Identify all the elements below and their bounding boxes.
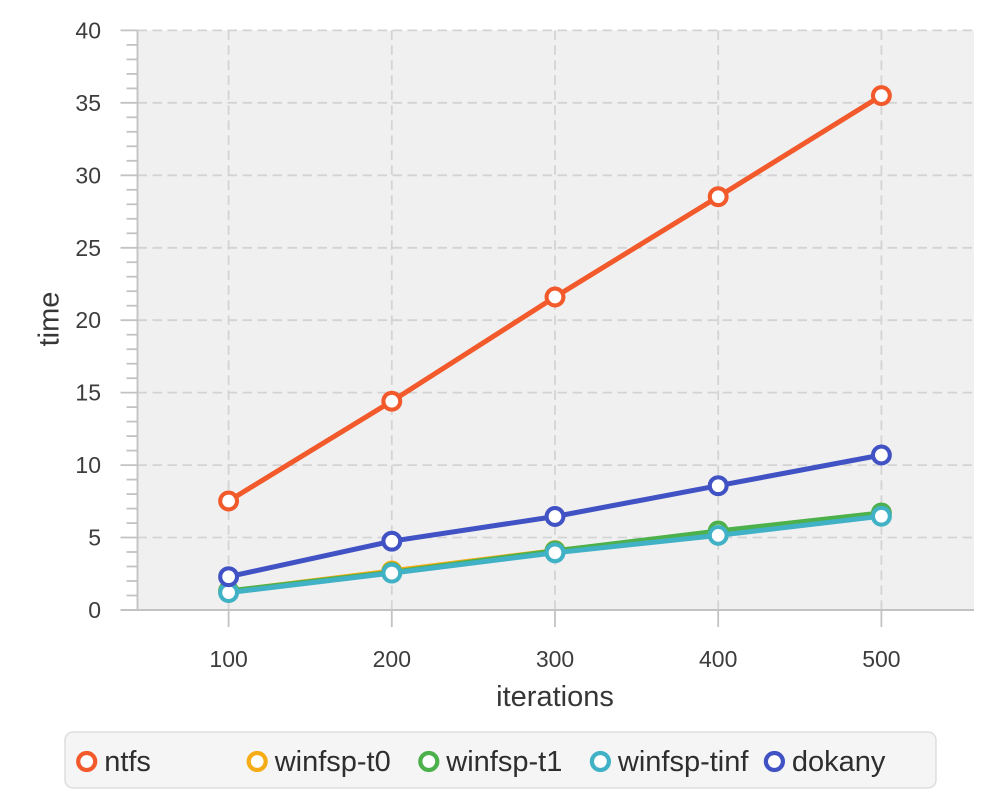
svg-text:400: 400	[699, 646, 737, 672]
svg-text:35: 35	[75, 90, 101, 116]
svg-text:ntfs: ntfs	[104, 746, 151, 778]
svg-text:winfsp-tinf: winfsp-tinf	[617, 746, 749, 778]
svg-text:winfsp-t0: winfsp-t0	[274, 746, 391, 778]
svg-text:0: 0	[88, 597, 101, 623]
svg-text:20: 20	[75, 307, 101, 333]
svg-text:200: 200	[373, 646, 411, 672]
svg-text:winfsp-t1: winfsp-t1	[445, 746, 562, 778]
svg-text:40: 40	[75, 17, 101, 43]
svg-text:300: 300	[536, 646, 574, 672]
svg-text:500: 500	[862, 646, 900, 672]
svg-text:100: 100	[209, 646, 247, 672]
svg-text:dokany: dokany	[792, 746, 886, 778]
svg-text:iterations: iterations	[496, 681, 614, 713]
svg-text:5: 5	[88, 525, 101, 551]
svg-text:10: 10	[75, 452, 101, 478]
svg-text:time: time	[34, 292, 66, 347]
svg-text:30: 30	[75, 162, 101, 188]
svg-text:25: 25	[75, 235, 101, 261]
svg-text:15: 15	[75, 380, 101, 406]
